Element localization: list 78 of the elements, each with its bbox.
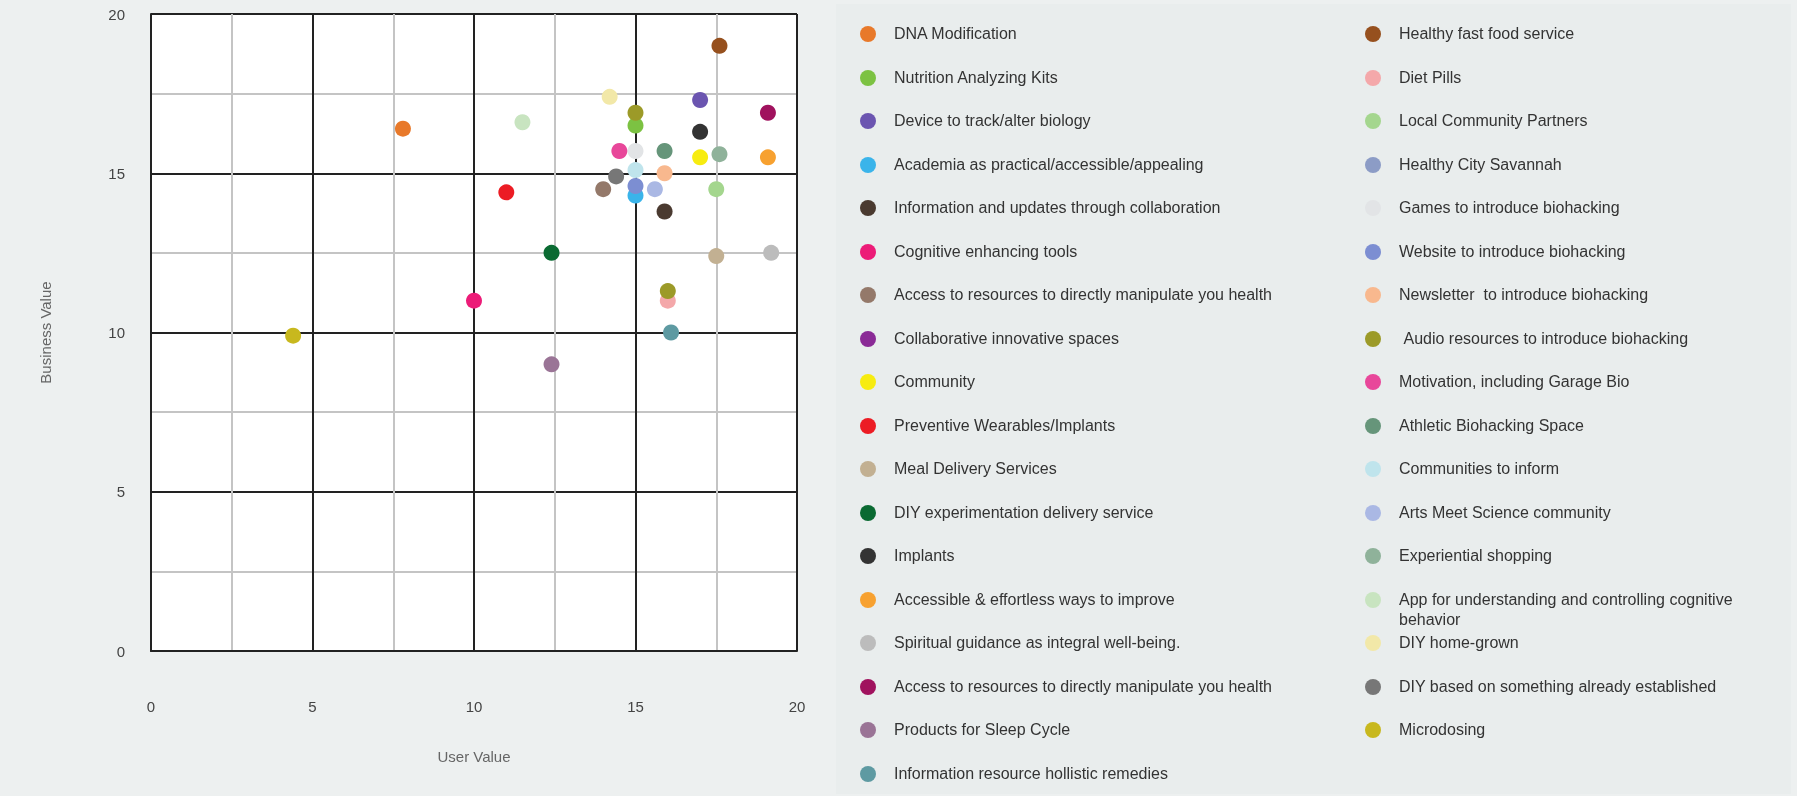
- x-tick-label: 10: [465, 698, 483, 715]
- legend-label: Products for Sleep Cycle: [894, 720, 1072, 740]
- legend-label: Healthy fast food service: [1399, 24, 1576, 44]
- legend-label: DIY experimentation delivery service: [894, 502, 1155, 523]
- legend-label: App for understanding and controlling cognitive behavior: [1399, 589, 1734, 630]
- point: [763, 244, 780, 261]
- point: [595, 181, 612, 198]
- legend-label: Motivation, including Garage Bio: [1399, 372, 1631, 392]
- legend-label: Diet Pills: [1399, 67, 1463, 88]
- point: [543, 244, 560, 261]
- legend-label: Access to resources to directly manipulate you health: [894, 676, 1273, 697]
- legend-label: Newsletter to introduce biohacking: [1399, 285, 1650, 305]
- legend-label: Community: [894, 372, 976, 392]
- legend-label: Access to resources to directly manipulate you health: [894, 285, 1273, 305]
- y-tick-label: 10: [108, 324, 125, 341]
- point: [708, 248, 725, 265]
- y-tick-label: 0: [116, 642, 125, 660]
- point: [498, 184, 515, 201]
- y-tick-label: 15: [108, 164, 125, 182]
- legend-label: Information and updates through collaboration: [894, 198, 1222, 218]
- point: [608, 168, 625, 185]
- point: [692, 149, 709, 166]
- point: [646, 181, 663, 198]
- legend-label: Implants: [894, 546, 956, 566]
- legend-label: Communities to inform: [1399, 459, 1561, 479]
- legend-label: Device to track/alter biology: [894, 111, 1092, 131]
- point: [611, 142, 628, 159]
- point: [656, 165, 673, 182]
- point: [601, 88, 618, 105]
- legend-label: Website to introduce biohacking: [1399, 241, 1627, 262]
- legend-label: DIY based on something already established: [1399, 676, 1718, 697]
- legend-label: Spiritual guidance as integral well-being.: [894, 633, 1182, 653]
- x-tick-label: 5: [308, 698, 317, 715]
- point: [543, 356, 560, 373]
- legend-label: DIY home-grown: [1399, 633, 1520, 653]
- point: [514, 114, 531, 131]
- point: [627, 142, 644, 159]
- point: [466, 292, 482, 309]
- legend-label: Preventive Wearables/Implants: [894, 415, 1117, 436]
- point: [711, 37, 728, 54]
- x-tick-label: 20: [788, 698, 806, 715]
- y-axis-title: Business Value: [37, 281, 54, 384]
- legend-label: Athletic Biohacking Space: [1399, 415, 1585, 436]
- legend-label: Nutrition Analyzing Kits: [894, 67, 1059, 88]
- point: [663, 324, 680, 341]
- legend-label: Healthy City Savannah: [1399, 154, 1563, 175]
- point: [692, 92, 709, 108]
- legend-label: Academia as practical/accessible/appealing: [894, 154, 1205, 175]
- point: [692, 123, 709, 140]
- point: [285, 327, 302, 344]
- point: [394, 120, 411, 137]
- legend-label: DNA Modification: [894, 24, 1018, 44]
- legend-label: Arts Meet Science community: [1399, 502, 1612, 523]
- point: [711, 146, 728, 163]
- point: [656, 142, 673, 159]
- legend-label: Experiential shopping: [1399, 546, 1553, 566]
- legend-label: Games to introduce biohacking: [1399, 198, 1621, 218]
- point: [659, 283, 676, 300]
- legend-label: Microdosing: [1399, 720, 1487, 740]
- legend-label: Audio resources to introduce biohacking: [1402, 328, 1690, 349]
- point: [708, 181, 725, 198]
- legend-label: Accessible & effortless ways to improve: [894, 589, 1176, 610]
- point: [759, 104, 776, 121]
- point: [656, 203, 673, 220]
- x-tick-label: 0: [146, 698, 156, 715]
- legend-label: Collaborative innovative spaces: [894, 328, 1120, 349]
- point: [759, 149, 776, 166]
- y-tick-label: 5: [116, 483, 125, 501]
- point: [627, 177, 644, 194]
- point: [627, 162, 644, 179]
- y-tick-label: 20: [108, 5, 125, 23]
- legend-label: Local Community Partners: [1399, 111, 1589, 131]
- legend-label: Meal Delivery Services: [894, 459, 1058, 479]
- x-tick-label: 15: [627, 698, 644, 715]
- x-axis-title: User Value: [437, 748, 511, 765]
- legend-label: Cognitive enhancing tools: [894, 241, 1079, 262]
- legend-label: Information resource hollistic remedies: [894, 763, 1169, 784]
- point: [627, 104, 644, 121]
